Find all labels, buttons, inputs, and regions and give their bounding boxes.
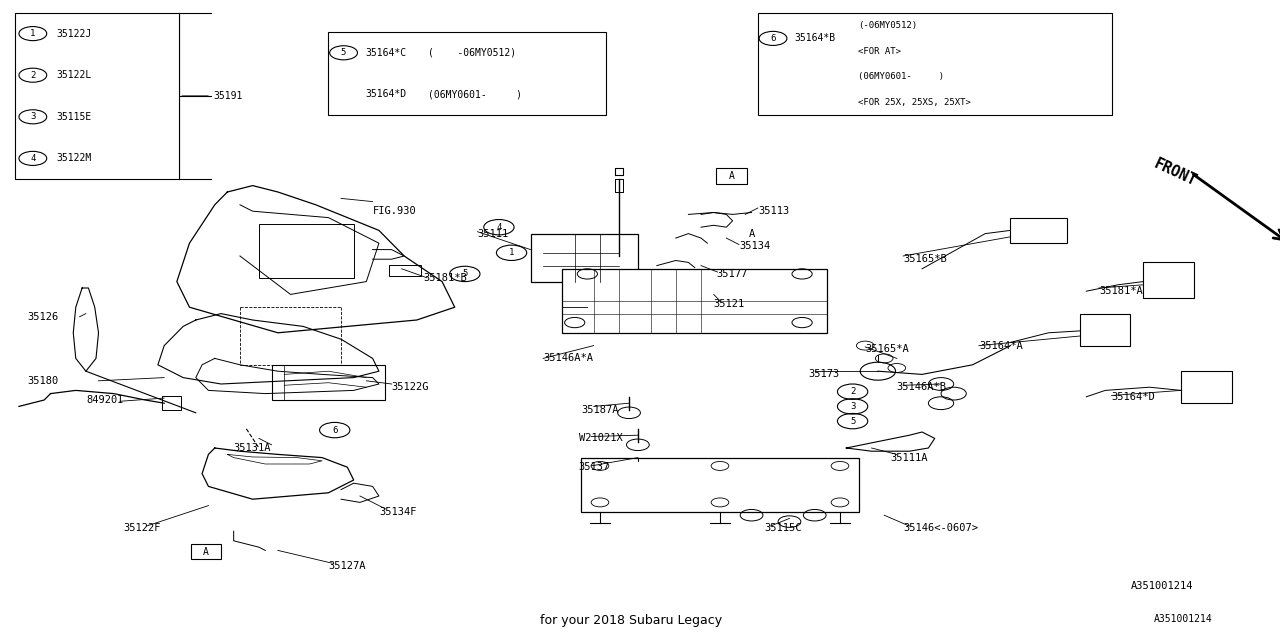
Text: 4: 4 [31,154,36,163]
Text: 35122J: 35122J [56,29,92,38]
Text: 35164*C: 35164*C [365,48,406,58]
Text: 35165*A: 35165*A [865,344,909,354]
Text: 35187A: 35187A [581,404,618,415]
Text: 35164*D: 35164*D [1111,392,1156,402]
Text: 35115C: 35115C [764,523,801,533]
Text: 35181*B: 35181*B [424,273,467,284]
Text: 35115E: 35115E [56,112,92,122]
Text: 1: 1 [31,29,36,38]
Text: 35164*D: 35164*D [365,90,406,99]
FancyBboxPatch shape [1181,371,1231,403]
Text: 4: 4 [497,223,502,232]
Text: A351001214: A351001214 [1130,580,1193,591]
Text: 35126: 35126 [28,312,59,322]
Text: 6: 6 [771,34,776,43]
Text: 35137: 35137 [579,462,609,472]
Text: A351001214: A351001214 [1153,614,1212,624]
Text: 35134F: 35134F [379,507,416,517]
Text: 2: 2 [31,70,36,80]
Text: 35164*B: 35164*B [795,33,836,44]
Text: 35191: 35191 [214,91,243,101]
Text: (06MY0601-     ): (06MY0601- ) [429,90,522,99]
Text: 35113: 35113 [758,206,790,216]
Text: 5: 5 [850,417,855,426]
Text: A: A [728,171,735,181]
Text: 3: 3 [31,112,36,122]
Text: 35180: 35180 [28,376,59,386]
FancyBboxPatch shape [259,224,353,278]
Text: A: A [204,547,209,557]
FancyBboxPatch shape [1143,262,1194,298]
Text: 35122F: 35122F [124,523,161,533]
Text: 35164*A: 35164*A [979,340,1023,351]
Text: 35146A*A: 35146A*A [543,353,593,364]
Text: 35122L: 35122L [56,70,92,80]
Text: 35122M: 35122M [56,154,92,163]
Text: 35122G: 35122G [392,382,429,392]
Text: (    -06MY0512): ( -06MY0512) [429,48,516,58]
FancyBboxPatch shape [530,234,637,282]
Text: 35131A: 35131A [234,443,271,453]
Text: <FOR AT>: <FOR AT> [858,47,901,56]
Text: 35127A: 35127A [329,561,366,572]
FancyBboxPatch shape [329,32,607,115]
FancyBboxPatch shape [161,396,180,410]
Text: 35165*B: 35165*B [904,254,947,264]
FancyBboxPatch shape [15,13,179,179]
Text: 84920I: 84920I [86,395,123,405]
Text: FRONT: FRONT [1151,156,1198,189]
FancyBboxPatch shape [1080,314,1130,346]
Text: A: A [749,228,755,239]
Text: 35146<-0607>: 35146<-0607> [904,523,978,533]
FancyBboxPatch shape [717,168,746,184]
Text: 2: 2 [850,387,855,396]
FancyBboxPatch shape [562,269,827,333]
Text: 35121: 35121 [714,299,745,309]
FancyBboxPatch shape [271,365,385,400]
Text: 3: 3 [850,402,855,411]
Text: (06MY0601-     ): (06MY0601- ) [858,72,943,81]
Text: 35111A: 35111A [891,452,928,463]
Text: 6: 6 [332,426,338,435]
Text: 35111: 35111 [477,228,508,239]
Text: 35181*A: 35181*A [1100,286,1143,296]
Text: 5: 5 [462,269,467,278]
Text: for your 2018 Subaru Legacy: for your 2018 Subaru Legacy [540,614,723,627]
FancyBboxPatch shape [389,265,421,276]
Text: W21021X: W21021X [579,433,622,444]
Text: FIG.930: FIG.930 [372,206,416,216]
Text: 35177: 35177 [717,269,748,279]
FancyBboxPatch shape [1010,218,1068,243]
Text: (-06MY0512): (-06MY0512) [858,21,916,30]
Text: 5: 5 [340,48,347,58]
FancyBboxPatch shape [191,544,221,559]
Text: 35146A*B: 35146A*B [897,382,947,392]
Text: 35134: 35134 [739,241,771,252]
Text: 1: 1 [509,248,515,257]
Text: 35173: 35173 [809,369,840,380]
FancyBboxPatch shape [758,13,1111,115]
Text: <FOR 25X, 25XS, 25XT>: <FOR 25X, 25XS, 25XT> [858,98,970,107]
FancyBboxPatch shape [581,458,859,512]
